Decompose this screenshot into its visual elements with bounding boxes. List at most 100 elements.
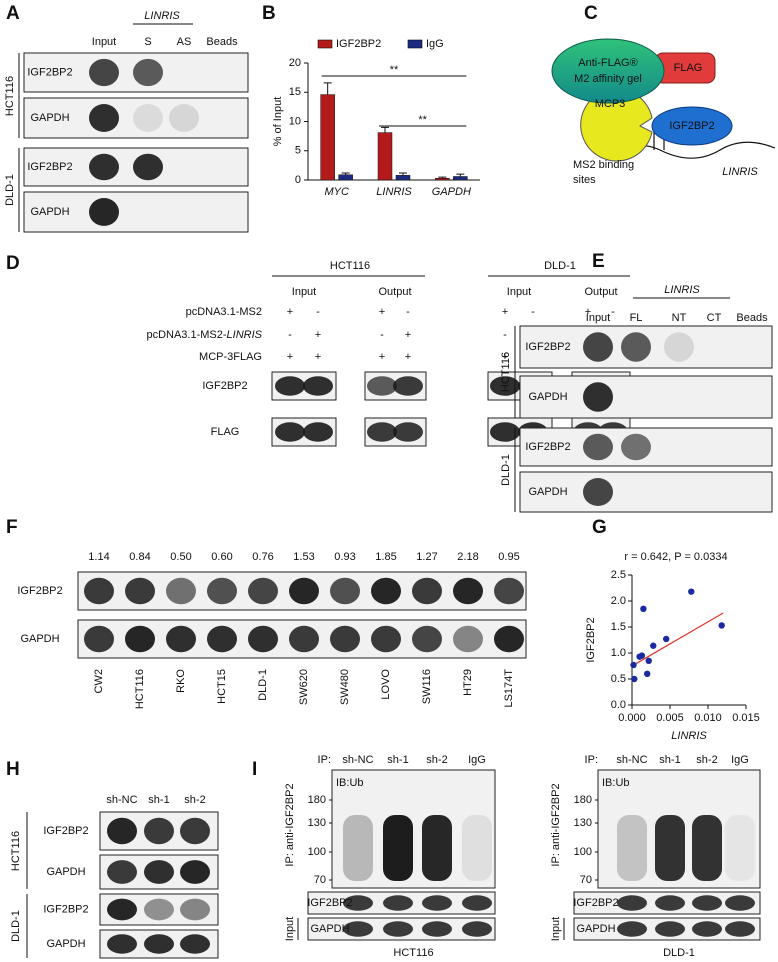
chart-title: r = 0.642, P = 0.0334 bbox=[624, 551, 727, 563]
marker-label: 100 bbox=[308, 846, 326, 858]
y-tick-label: 1.0 bbox=[611, 647, 626, 659]
band-label: GAPDH bbox=[528, 486, 567, 498]
error-bar bbox=[456, 173, 465, 177]
column-label: sh-2 bbox=[184, 794, 205, 806]
cell-label: DLD-1 bbox=[4, 174, 16, 206]
panel-label: A bbox=[6, 3, 20, 24]
blot-band bbox=[330, 625, 360, 653]
smear bbox=[725, 815, 755, 881]
group-label: LINRIS bbox=[144, 10, 180, 22]
legend-label: IgG bbox=[426, 38, 444, 50]
blot-band bbox=[89, 58, 119, 87]
sign: + bbox=[287, 306, 293, 318]
legend-label: IGF2BP2 bbox=[336, 38, 381, 50]
lane-label: RKO bbox=[175, 669, 187, 693]
blot-band bbox=[289, 577, 319, 605]
diagram-text: MCP3 bbox=[595, 98, 626, 110]
column-label: IgG bbox=[731, 754, 749, 766]
error-bar bbox=[438, 176, 447, 179]
band-label: GAPDH bbox=[310, 923, 349, 935]
ratio-label: 0.95 bbox=[498, 551, 519, 563]
blot-band bbox=[383, 921, 413, 937]
blot-band bbox=[422, 895, 452, 911]
bar bbox=[377, 132, 393, 181]
column-label: NT bbox=[672, 312, 687, 324]
panel-label: C bbox=[584, 3, 598, 24]
ratio-label: 1.85 bbox=[375, 551, 396, 563]
blot-band bbox=[383, 895, 413, 911]
bar bbox=[453, 176, 468, 181]
diagram-text: sites bbox=[573, 174, 596, 186]
sign: + bbox=[405, 329, 411, 341]
blot-band bbox=[393, 376, 423, 396]
ratio-label: 0.84 bbox=[129, 551, 150, 563]
smear bbox=[617, 815, 647, 881]
blot-band bbox=[617, 921, 647, 937]
y-tick-label: 0.5 bbox=[611, 673, 626, 685]
gel-bead bbox=[551, 38, 665, 104]
x-tick-label: 0.010 bbox=[694, 712, 722, 724]
column-label: AS bbox=[177, 36, 192, 48]
y-axis-label: IGF2BP2 bbox=[585, 617, 597, 662]
bar bbox=[320, 94, 335, 181]
smear bbox=[462, 815, 492, 881]
protein-shape bbox=[651, 106, 733, 146]
panel-label: D bbox=[6, 253, 20, 274]
column-label: sh-2 bbox=[696, 754, 717, 766]
blot-band bbox=[144, 898, 174, 921]
blot-band bbox=[692, 895, 722, 911]
blot bbox=[23, 191, 249, 233]
sign: - bbox=[503, 329, 507, 341]
column-label: sh-1 bbox=[659, 754, 680, 766]
blot-band bbox=[169, 104, 199, 132]
point bbox=[688, 588, 695, 595]
ratio-label: 0.93 bbox=[334, 551, 355, 563]
ib-label: IB:Ub bbox=[336, 777, 364, 789]
sign: + bbox=[502, 306, 508, 318]
column-label: sh-1 bbox=[387, 754, 408, 766]
sign: - bbox=[316, 306, 320, 318]
blot-band bbox=[89, 104, 119, 132]
column-label: sh-NC bbox=[342, 754, 373, 766]
blot-band bbox=[583, 433, 613, 461]
x-tick-label: LINRIS bbox=[376, 186, 412, 198]
significance: ** bbox=[390, 64, 399, 76]
x-tick-label: GAPDH bbox=[432, 186, 471, 198]
blot-band bbox=[453, 625, 483, 653]
blot-band bbox=[725, 895, 755, 911]
blot-band bbox=[494, 577, 524, 605]
ratio-label: 0.76 bbox=[252, 551, 273, 563]
blot-band bbox=[89, 198, 119, 226]
blot-band bbox=[655, 921, 685, 937]
cell-label: DLD-1 bbox=[10, 910, 22, 942]
band-label: IGF2BP2 bbox=[573, 897, 618, 909]
condition-label: pcDNA3.1-MS2 bbox=[186, 306, 262, 318]
blot-band bbox=[494, 625, 524, 653]
cell-label: HCT116 bbox=[500, 352, 512, 392]
diagram-text: M2 affinity gel bbox=[574, 73, 642, 85]
marker-label: 100 bbox=[574, 846, 592, 858]
condition-part: pcDNA3.1-MS2 bbox=[186, 306, 262, 318]
blot-band bbox=[84, 577, 114, 605]
y-axis-label: % of Input bbox=[272, 97, 284, 147]
blot-band bbox=[453, 577, 483, 605]
blot-band bbox=[725, 921, 755, 937]
blot-band bbox=[133, 153, 163, 181]
lane-label: SW116 bbox=[421, 669, 433, 704]
group-label: Input bbox=[292, 286, 316, 298]
blot-band bbox=[621, 332, 651, 362]
band-label: GAPDH bbox=[30, 112, 69, 124]
blot-band bbox=[621, 433, 651, 461]
band-label: GAPDH bbox=[46, 938, 85, 950]
fit-line bbox=[631, 612, 724, 667]
marker-label: 130 bbox=[308, 817, 326, 829]
sign: + bbox=[405, 351, 411, 363]
blot-band bbox=[133, 58, 163, 87]
bar bbox=[435, 177, 450, 181]
blot-band bbox=[133, 104, 163, 132]
blot-band bbox=[371, 625, 401, 653]
blot-band bbox=[89, 153, 119, 181]
marker-label: 70 bbox=[580, 874, 592, 886]
column-label: Beads bbox=[736, 312, 768, 324]
